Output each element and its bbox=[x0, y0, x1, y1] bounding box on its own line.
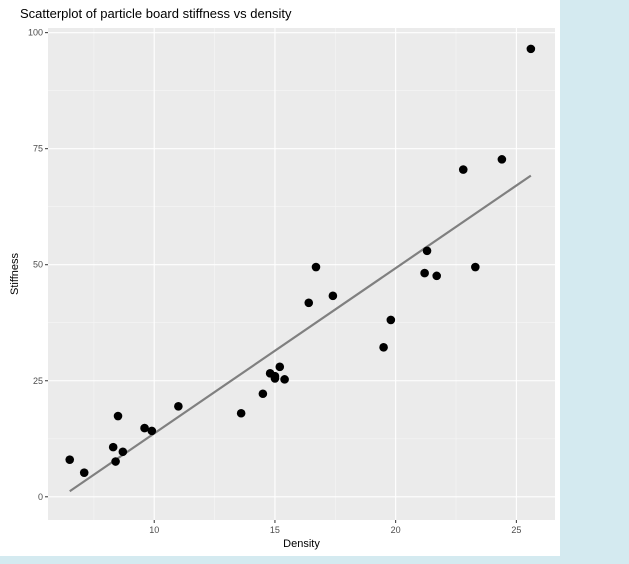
data-point bbox=[280, 375, 289, 384]
data-point bbox=[270, 371, 280, 381]
chart-figure: Scatterplot of particle board stiffness … bbox=[0, 0, 560, 556]
y-tick-label: 100 bbox=[28, 28, 43, 38]
x-tick-label: 15 bbox=[270, 525, 280, 535]
y-tick-label: 75 bbox=[33, 144, 43, 154]
data-point bbox=[432, 271, 442, 281]
minor-gridlines bbox=[48, 28, 555, 520]
fit-line bbox=[69, 174, 532, 493]
data-point bbox=[113, 411, 123, 421]
scatter-plot: 10 15 20 25 0 25 50 75 100 Density Stiffness bbox=[9, 28, 555, 550]
data-point bbox=[236, 408, 246, 418]
major-gridlines bbox=[48, 28, 555, 520]
x-tick-label: 25 bbox=[511, 525, 521, 535]
y-tick-label: 50 bbox=[33, 260, 43, 270]
y-tick-label: 0 bbox=[38, 492, 43, 502]
x-tick-label: 10 bbox=[149, 525, 159, 535]
data-point bbox=[471, 262, 480, 272]
y-axis-label: Stiffness bbox=[9, 253, 21, 295]
data-point bbox=[420, 268, 429, 278]
data-point bbox=[311, 262, 321, 272]
data-point bbox=[386, 315, 396, 325]
chart-title: Scatterplot of particle board stiffness … bbox=[20, 6, 292, 21]
data-point bbox=[140, 423, 149, 433]
y-axis-ticks: 0 25 50 75 100 bbox=[28, 28, 48, 502]
data-point bbox=[379, 343, 388, 352]
data-point bbox=[147, 426, 157, 436]
data-point bbox=[458, 165, 468, 174]
x-tick-label: 20 bbox=[391, 525, 401, 535]
data-point bbox=[118, 447, 128, 457]
data-points bbox=[65, 44, 536, 477]
data-point bbox=[497, 155, 507, 164]
y-tick-label: 25 bbox=[33, 376, 43, 386]
data-point bbox=[526, 44, 536, 54]
data-point bbox=[79, 468, 89, 477]
x-axis-label: Density bbox=[283, 538, 320, 550]
data-point bbox=[65, 455, 75, 464]
data-point bbox=[111, 457, 120, 466]
plot-panel bbox=[48, 28, 555, 520]
x-axis-ticks: 10 15 20 25 bbox=[149, 520, 521, 535]
data-point bbox=[328, 291, 338, 301]
data-point bbox=[174, 401, 183, 411]
data-point bbox=[304, 298, 314, 308]
data-point bbox=[422, 246, 432, 256]
data-point bbox=[108, 442, 118, 452]
data-point bbox=[258, 389, 268, 399]
data-point bbox=[275, 362, 285, 372]
